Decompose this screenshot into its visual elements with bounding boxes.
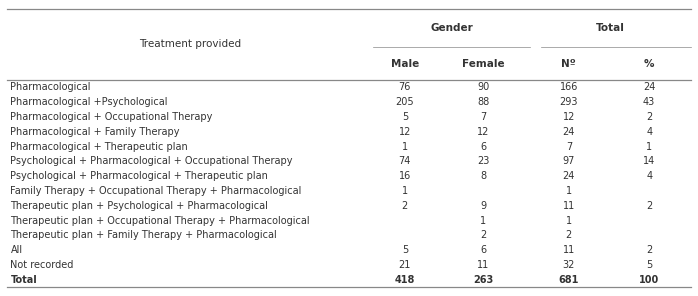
Text: 11: 11 (477, 260, 489, 270)
Text: 205: 205 (396, 97, 414, 107)
Text: 88: 88 (477, 97, 489, 107)
Text: 14: 14 (643, 156, 655, 166)
Text: 24: 24 (563, 127, 575, 137)
Text: 8: 8 (480, 171, 487, 181)
Text: 418: 418 (394, 275, 415, 285)
Text: All: All (10, 245, 22, 255)
Text: 24: 24 (563, 171, 575, 181)
Text: Treatment provided: Treatment provided (139, 39, 242, 49)
Text: 5: 5 (402, 112, 408, 122)
Text: 12: 12 (399, 127, 411, 137)
Text: Therapeutic plan + Family Therapy + Pharmacological: Therapeutic plan + Family Therapy + Phar… (10, 230, 277, 240)
Text: 21: 21 (399, 260, 411, 270)
Text: 5: 5 (646, 260, 652, 270)
Text: 11: 11 (563, 245, 575, 255)
Text: 263: 263 (473, 275, 493, 285)
Text: 7: 7 (480, 112, 487, 122)
Text: 12: 12 (477, 127, 489, 137)
Text: 1: 1 (402, 186, 408, 196)
Text: 16: 16 (399, 171, 411, 181)
Text: 5: 5 (402, 245, 408, 255)
Text: %: % (644, 59, 655, 69)
Text: 2: 2 (402, 201, 408, 211)
Text: 74: 74 (399, 156, 411, 166)
Text: Family Therapy + Occupational Therapy + Pharmacological: Family Therapy + Occupational Therapy + … (10, 186, 302, 196)
Text: 6: 6 (480, 245, 487, 255)
Text: Not recorded: Not recorded (10, 260, 74, 270)
Text: Gender: Gender (431, 23, 473, 33)
Text: Female: Female (462, 59, 505, 69)
Text: 166: 166 (560, 82, 578, 92)
Text: 43: 43 (643, 97, 655, 107)
Text: Total: Total (10, 275, 37, 285)
Text: 100: 100 (639, 275, 660, 285)
Text: Psychological + Pharmacological + Therapeutic plan: Psychological + Pharmacological + Therap… (10, 171, 268, 181)
Text: Therapeutic plan + Psychological + Pharmacological: Therapeutic plan + Psychological + Pharm… (10, 201, 268, 211)
Text: Male: Male (391, 59, 419, 69)
Text: Pharmacological + Family Therapy: Pharmacological + Family Therapy (10, 127, 180, 137)
Text: Therapeutic plan + Occupational Therapy + Pharmacological: Therapeutic plan + Occupational Therapy … (10, 215, 310, 226)
Text: 4: 4 (646, 171, 652, 181)
Text: 12: 12 (563, 112, 575, 122)
Text: Pharmacological + Therapeutic plan: Pharmacological + Therapeutic plan (10, 141, 188, 152)
Text: 681: 681 (558, 275, 579, 285)
Text: 4: 4 (646, 127, 652, 137)
Text: 293: 293 (560, 97, 578, 107)
Text: 9: 9 (480, 201, 487, 211)
Text: Nº: Nº (561, 59, 577, 69)
Text: 2: 2 (566, 230, 572, 240)
Text: 76: 76 (399, 82, 411, 92)
Text: 23: 23 (477, 156, 489, 166)
Text: 2: 2 (646, 112, 652, 122)
Text: Pharmacological + Occupational Therapy: Pharmacological + Occupational Therapy (10, 112, 213, 122)
Text: Total: Total (596, 23, 625, 33)
Text: 97: 97 (563, 156, 575, 166)
Text: 11: 11 (563, 201, 575, 211)
Text: Pharmacological: Pharmacological (10, 82, 91, 92)
Text: 2: 2 (480, 230, 487, 240)
Text: Psychological + Pharmacological + Occupational Therapy: Psychological + Pharmacological + Occupa… (10, 156, 293, 166)
Text: 6: 6 (480, 141, 487, 152)
Text: 1: 1 (480, 215, 487, 226)
Text: 1: 1 (566, 215, 572, 226)
Text: 1: 1 (402, 141, 408, 152)
Text: 2: 2 (646, 201, 652, 211)
Text: 2: 2 (646, 245, 652, 255)
Text: 90: 90 (477, 82, 489, 92)
Text: 1: 1 (566, 186, 572, 196)
Text: 24: 24 (643, 82, 655, 92)
Text: 32: 32 (563, 260, 575, 270)
Text: 7: 7 (566, 141, 572, 152)
Text: Pharmacological +Psychological: Pharmacological +Psychological (10, 97, 168, 107)
Text: 1: 1 (646, 141, 652, 152)
